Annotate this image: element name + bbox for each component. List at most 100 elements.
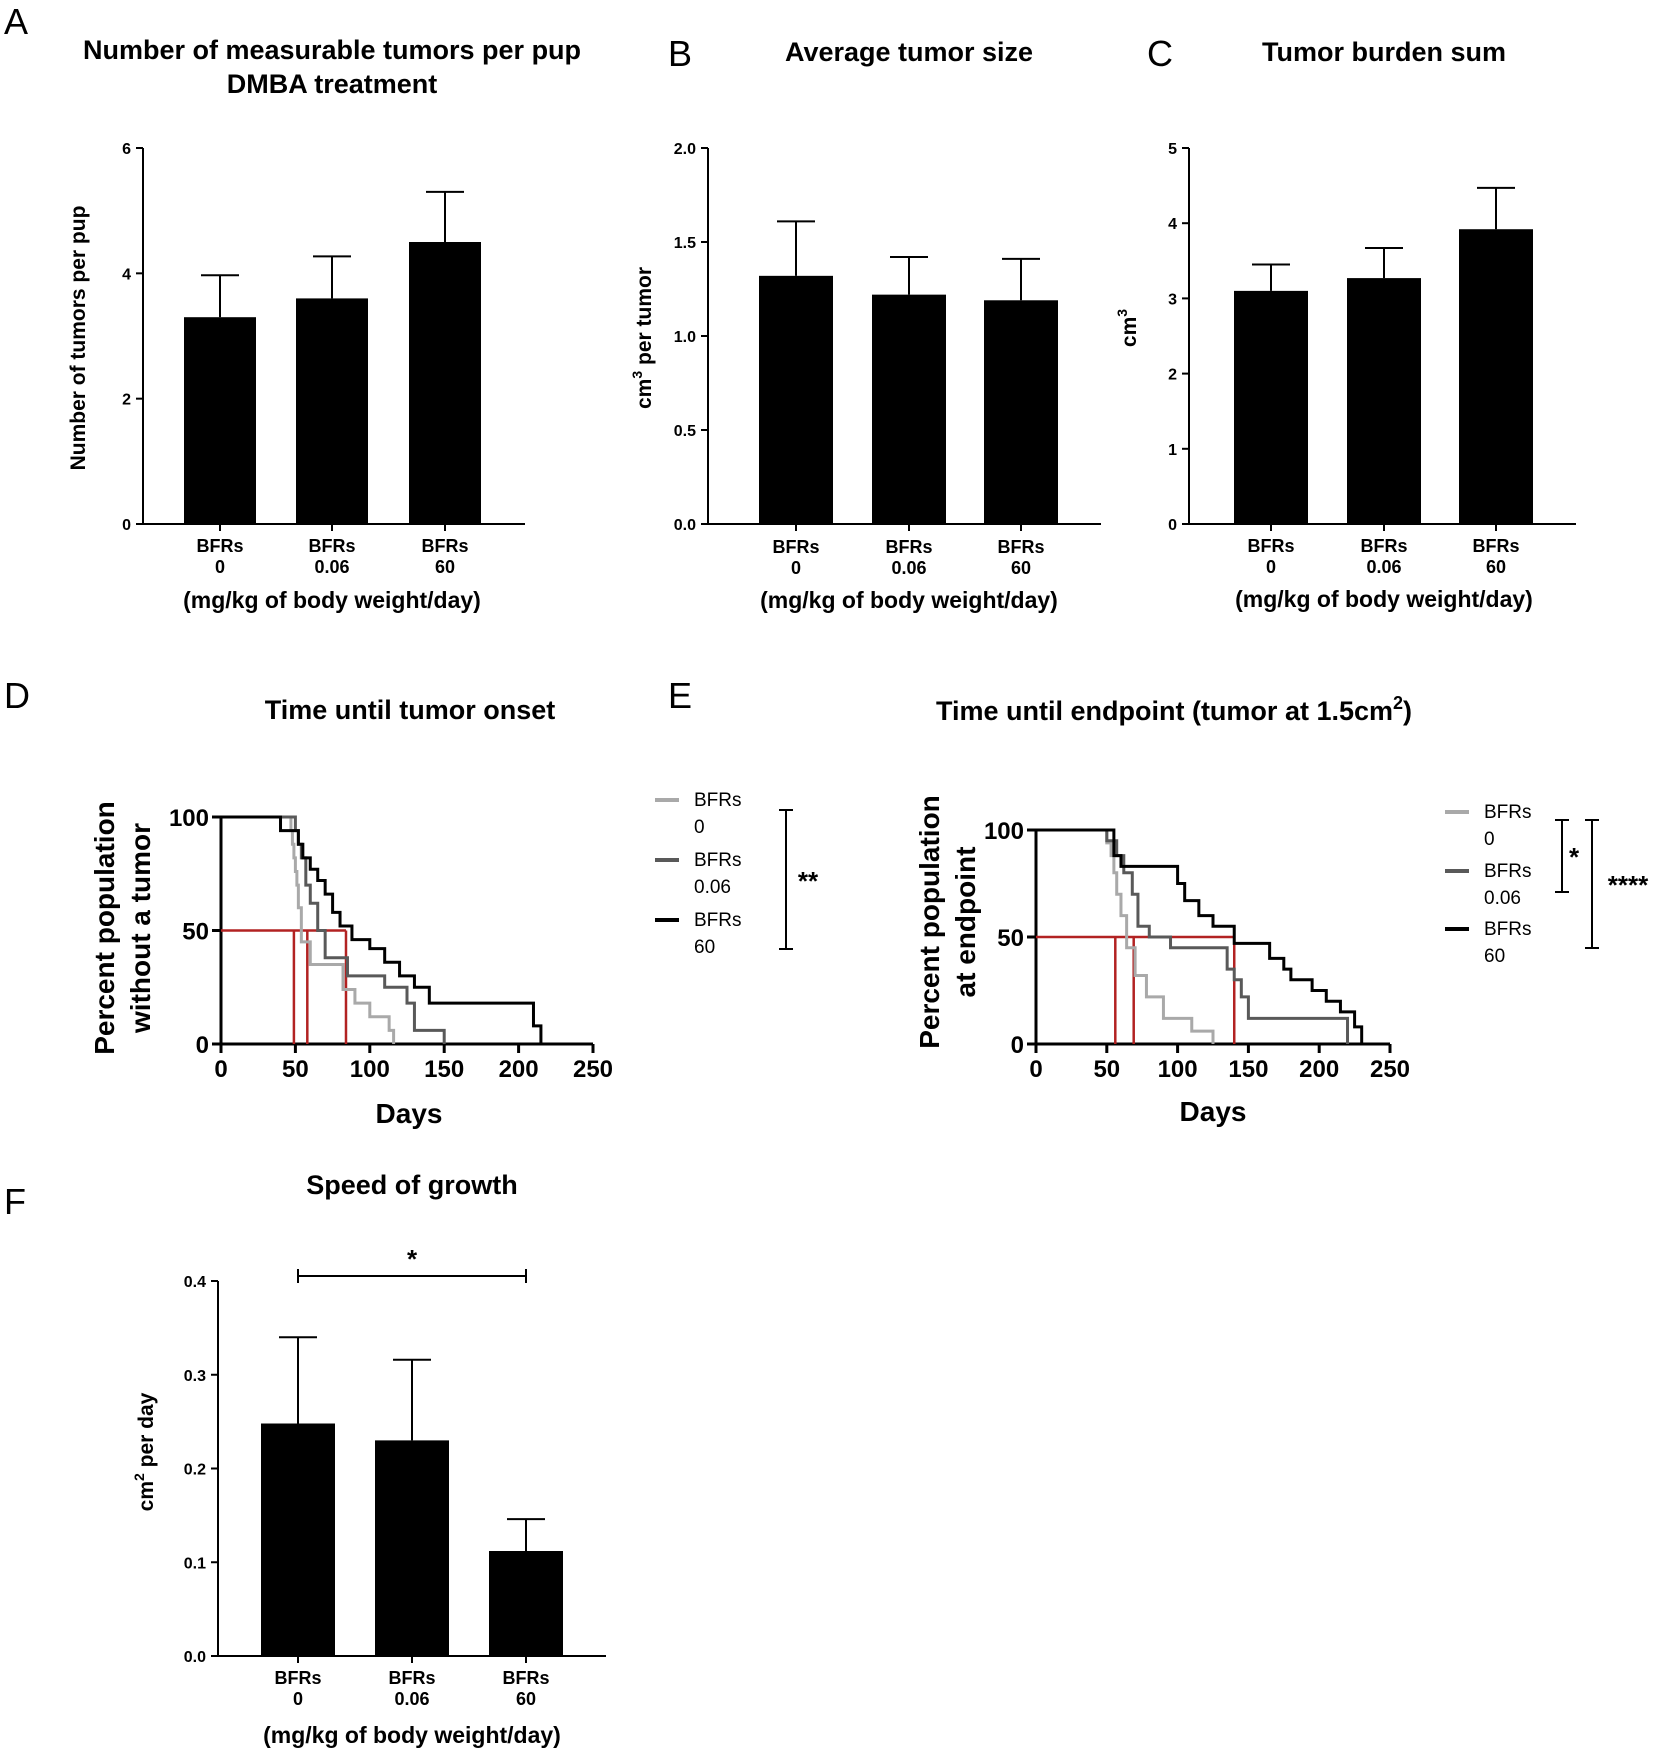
chart-a-bar	[296, 298, 368, 524]
chart-e-xlabel: Days	[1180, 1096, 1247, 1127]
chart-c-category-label: BFRs	[1360, 536, 1407, 556]
chart-e-xtick-label: 150	[1228, 1056, 1268, 1083]
chart-f-category-value: 0	[293, 1689, 303, 1709]
chart-e-legend-value: 0	[1484, 829, 1495, 850]
chart-f-ylabel-rest: per day	[135, 1392, 158, 1473]
chart-f-category-label: BFRs	[388, 1668, 435, 1688]
chart-b-bar	[759, 275, 833, 524]
chart-b-category-label: BFRs	[772, 537, 819, 557]
chart-b-ytick-label: 2.0	[674, 141, 696, 158]
chart-a-category-label: BFRs	[196, 536, 243, 556]
chart-b-ylabel-main: cm	[633, 379, 656, 409]
chart-c-category-value: 60	[1486, 557, 1506, 577]
panel-label-c: C	[1147, 33, 1173, 74]
chart-d-ytick-label: 100	[169, 805, 209, 832]
chart-d-legend-label: BFRs	[694, 910, 742, 931]
chart-d-xlabel: Days	[376, 1098, 443, 1129]
chart-d-ylabel-line2: without a tumor	[125, 823, 156, 1034]
chart-f-ytick-label: 0.4	[184, 1274, 206, 1291]
chart-b-ylabel-rest: per tumor	[633, 267, 656, 371]
chart-c-ylabel-sup: 3	[1114, 309, 1130, 317]
chart-d-sig-label: **	[798, 866, 819, 896]
chart-b-ytick-label: 1.0	[674, 329, 696, 346]
chart-c-ytick-label: 3	[1168, 291, 1177, 308]
chart-d-title: Time until tumor onset	[265, 695, 556, 725]
chart-e-xtick-label: 250	[1370, 1056, 1410, 1083]
chart-c-category-label: BFRs	[1247, 536, 1294, 556]
chart-c-xlabel: (mg/kg of body weight/day)	[1235, 586, 1533, 612]
chart-e-legend-label: BFRs	[1484, 802, 1532, 823]
chart-c: Tumor burden sum cm3 (mg/kg of body weig…	[1114, 37, 1533, 612]
chart-d-xtick-label: 100	[350, 1056, 390, 1083]
chart-d-legend-value: 60	[694, 937, 715, 958]
chart-f-ylabel: cm2 per day	[131, 1392, 158, 1511]
chart-d-ylabel-line1: Percent population	[89, 801, 120, 1055]
chart-d-xtick-label: 50	[282, 1056, 309, 1083]
chart-a-category-value: 0.06	[314, 557, 349, 577]
chart-d-legend-value: 0.06	[694, 877, 731, 898]
chart-b-xlabel: (mg/kg of body weight/day)	[760, 587, 1058, 613]
chart-c-title: Tumor burden sum	[1262, 37, 1506, 67]
chart-e-title: Time until endpoint (tumor at 1.5cm2)	[936, 693, 1412, 726]
chart-b-bar	[984, 300, 1058, 524]
chart-f-ytick-label: 0.1	[184, 1555, 206, 1572]
chart-a-ylabel: Number of tumors per pup	[67, 206, 90, 471]
chart-b-category-value: 60	[1011, 558, 1031, 578]
chart-c-ytick-label: 5	[1168, 141, 1177, 158]
chart-c-category-value: 0	[1266, 557, 1276, 577]
panel-label-d: D	[4, 675, 30, 716]
panel-label-e: E	[668, 675, 692, 716]
chart-b-bar	[872, 294, 946, 524]
chart-f-bar	[261, 1423, 335, 1656]
chart-d-series-2-line	[221, 815, 543, 1044]
chart-a-bar	[409, 242, 481, 524]
chart-c-bar	[1459, 229, 1533, 524]
chart-e-series-1-line	[1036, 828, 1350, 1044]
chart-a-subtitle: DMBA treatment	[227, 69, 438, 99]
chart-c-bar	[1234, 290, 1308, 524]
chart-e-plot: 0 50 100 0 50 100 150 200 250 BFRs 0 BFRs 0.06 BFRs 60…	[984, 802, 1649, 1083]
chart-d: Time until tumor onset Percent populatio…	[89, 695, 555, 1129]
chart-d-xtick-label: 150	[424, 1056, 464, 1083]
chart-e: Time until endpoint (tumor at 1.5cm2) Pe…	[914, 693, 1412, 1127]
chart-c-bar	[1347, 278, 1421, 524]
chart-f-category-label: BFRs	[274, 1668, 321, 1688]
chart-d-ytick-label: 50	[182, 919, 209, 946]
chart-c-ylabel: cm3	[1114, 309, 1141, 347]
chart-e-xtick-label: 200	[1299, 1056, 1339, 1083]
chart-f-title: Speed of growth	[306, 1170, 518, 1200]
chart-f-sig-label: *	[407, 1244, 418, 1274]
chart-e-ytick-label: 100	[984, 818, 1024, 845]
chart-f-ytick-label: 0.0	[184, 1649, 206, 1666]
chart-f: Speed of growth cm2 per day (mg/kg of bo…	[131, 1170, 561, 1748]
chart-b: Average tumor size cm3 per tumor (mg/kg …	[629, 37, 1058, 613]
chart-b-category-value: 0	[791, 558, 801, 578]
chart-d-series-0-line	[221, 815, 396, 1044]
chart-a-title: Number of measurable tumors per pup	[83, 35, 581, 65]
chart-b-category-label: BFRs	[997, 537, 1044, 557]
chart-a-category-label: BFRs	[308, 536, 355, 556]
chart-b-ytick-label: 0.5	[674, 423, 696, 440]
chart-b-ylabel-sup: 3	[629, 371, 645, 379]
chart-c-ytick-label: 4	[1168, 216, 1177, 233]
chart-d-xtick-label: 250	[573, 1056, 613, 1083]
chart-a-category-label: BFRs	[421, 536, 468, 556]
panel-label-a: A	[4, 1, 28, 42]
panel-label-b: B	[668, 33, 692, 74]
chart-b-category-value: 0.06	[891, 558, 926, 578]
chart-a-ytick-label: 4	[122, 266, 131, 283]
chart-c-ytick-label: 2	[1168, 367, 1177, 384]
chart-e-title-sup: 2	[1393, 693, 1403, 713]
chart-a-bar	[184, 317, 256, 524]
chart-e-xtick-label: 100	[1158, 1056, 1198, 1083]
chart-d-plot: 0 50 100 0 50 100 150 200 250 BFRs 0 BFRs 0.06 BFRs 60…	[169, 790, 819, 1083]
chart-e-xtick-label: 0	[1029, 1056, 1042, 1083]
chart-e-series-2-line	[1036, 828, 1364, 1044]
chart-d-legend-label: BFRs	[694, 850, 742, 871]
chart-c-category-value: 0.06	[1366, 557, 1401, 577]
